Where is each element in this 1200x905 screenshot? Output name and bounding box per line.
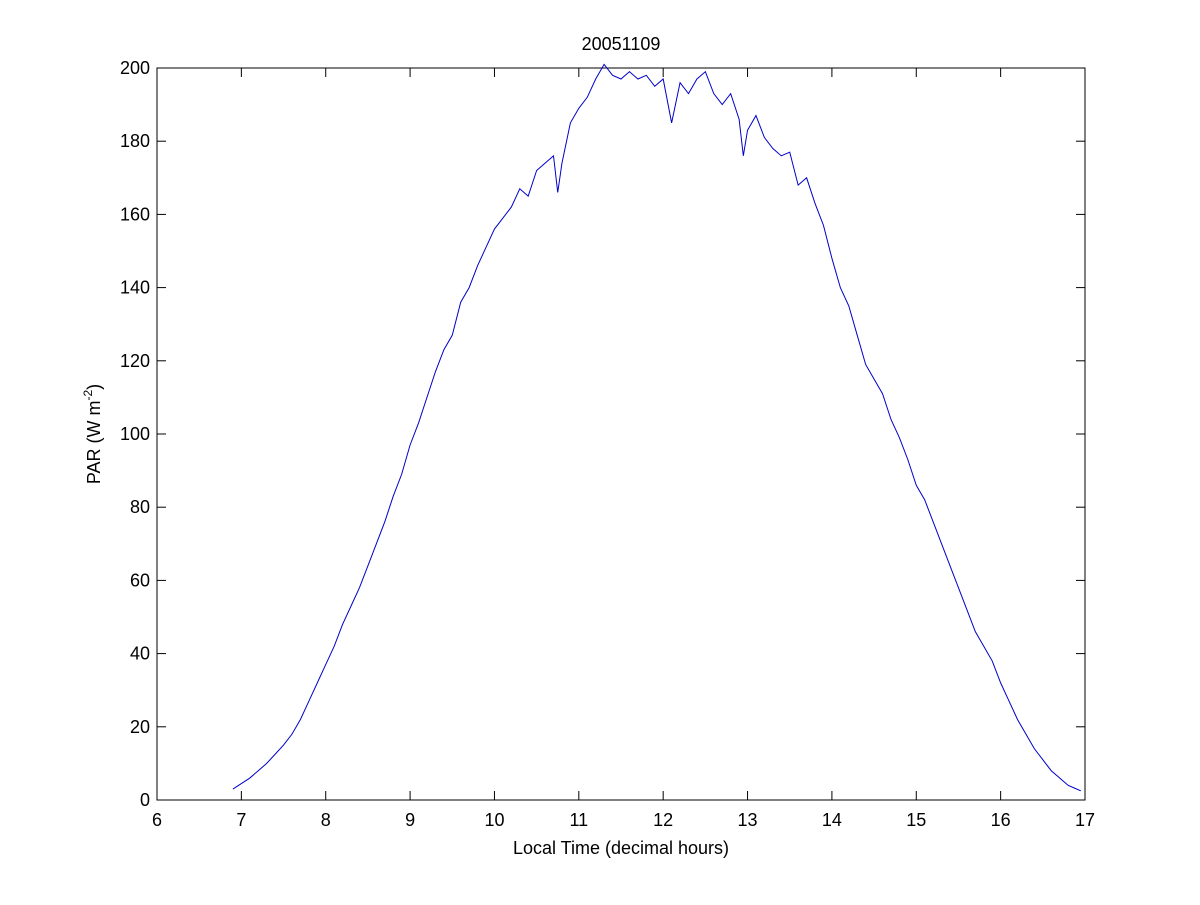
y-axis-label: PAR (W m-2) (81, 384, 104, 484)
y-tick-label: 80 (130, 497, 150, 517)
x-tick-label: 16 (991, 810, 1011, 830)
y-tick-label: 180 (120, 131, 150, 151)
y-label-suffix: ) (84, 384, 104, 390)
x-tick-label: 17 (1075, 810, 1095, 830)
y-tick-label: 0 (140, 790, 150, 810)
y-label-superscript: -2 (81, 390, 95, 401)
x-tick-label: 8 (321, 810, 331, 830)
plot-frame (156, 67, 1086, 801)
y-label-text: PAR (W m (84, 401, 104, 485)
x-tick-label: 11 (569, 810, 588, 830)
x-tick-label: 9 (405, 810, 415, 830)
y-tick-label: 160 (120, 204, 150, 224)
y-tick-label: 20 (130, 717, 150, 737)
y-tick-label: 200 (120, 58, 150, 78)
data-line (232, 63, 1081, 792)
y-tick-label: 40 (130, 644, 150, 664)
x-tick-label: 7 (236, 810, 246, 830)
y-tick-label: 120 (120, 351, 150, 371)
x-tick-label: 12 (653, 810, 673, 830)
x-tick-label: 6 (152, 810, 162, 830)
x-axis-label: Local Time (decimal hours) (513, 838, 729, 858)
x-tick-label: 13 (738, 810, 758, 830)
x-tick-label: 10 (484, 810, 504, 830)
chart-title: 20051109 (582, 34, 661, 54)
y-tick-label: 60 (130, 570, 150, 590)
y-tick-label: 140 (120, 278, 150, 298)
x-tick-label: 14 (822, 810, 842, 830)
x-tick-label: 15 (906, 810, 926, 830)
y-tick-label: 100 (120, 424, 150, 444)
